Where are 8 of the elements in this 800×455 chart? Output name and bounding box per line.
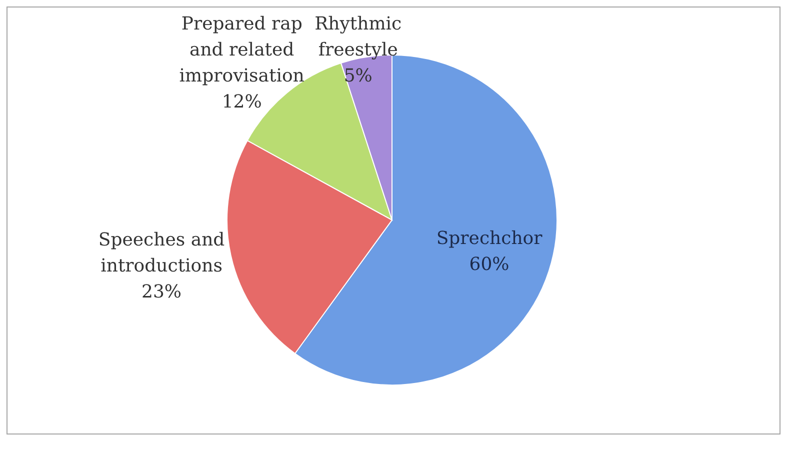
slice-label: Rhythmic freestyle <box>314 14 402 60</box>
slice-label: Sprechchor <box>436 228 543 250</box>
slice-label: Prepared rap and related improvisation <box>179 14 305 86</box>
data-label: 60% <box>469 254 510 276</box>
slice-label: Speeches and introductions <box>98 230 225 277</box>
data-label: 12% <box>222 92 262 112</box>
data-label: 23% <box>142 282 182 303</box>
data-label: 5% <box>344 66 372 86</box>
